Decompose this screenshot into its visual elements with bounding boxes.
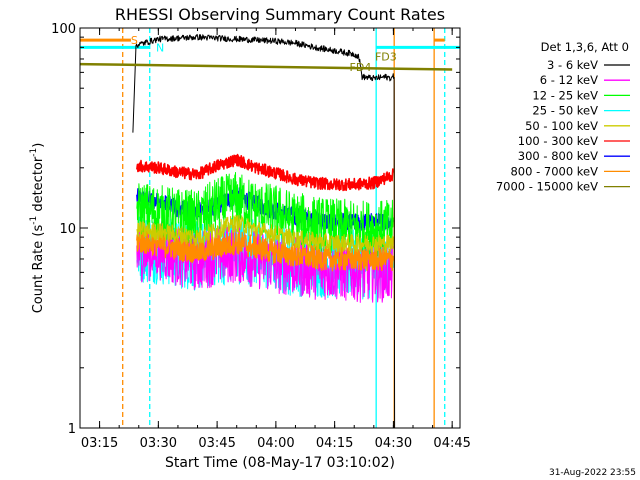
y-tick-label-1: 10 bbox=[59, 222, 76, 237]
annotation-0: S bbox=[131, 34, 138, 47]
series-line-2 bbox=[136, 172, 394, 257]
series-line-0 bbox=[132, 33, 396, 429]
annotation-1: N bbox=[156, 41, 164, 54]
x-axis-label: Start Time (08-May-17 03:10:02) bbox=[165, 455, 395, 471]
y-tick-label-2: 100 bbox=[51, 22, 76, 37]
legend-label-8: 7000 - 15000 keV bbox=[496, 180, 598, 194]
series-line-5 bbox=[136, 153, 394, 192]
x-tick-label-0: 03:15 bbox=[81, 436, 118, 451]
legend-label-5: 100 - 300 keV bbox=[518, 134, 598, 148]
y-axis-label-sup2: -1 bbox=[29, 148, 39, 157]
annotation-3: FD4 bbox=[350, 61, 372, 74]
x-tick-label-3: 04:00 bbox=[257, 436, 294, 451]
annotation-2: FD3 bbox=[375, 51, 397, 64]
legend-label-2: 12 - 25 keV bbox=[532, 88, 598, 102]
x-tick-label-6: 04:45 bbox=[433, 436, 470, 451]
x-tick-label-5: 04:30 bbox=[375, 436, 412, 451]
y-axis-label-sup1: -1 bbox=[29, 216, 39, 225]
series-layer bbox=[79, 33, 453, 429]
y-axis-label-mid: detector bbox=[31, 156, 46, 216]
y-axis-label-end: ) bbox=[31, 143, 46, 148]
legend-label-7: 800 - 7000 keV bbox=[510, 164, 598, 178]
axis-ticks: 03:15 03:30 03:45 04:00 04:15 04:30 04:45 1 10 10… bbox=[51, 22, 471, 451]
x-tick-label-1: 03:30 bbox=[140, 436, 177, 451]
x-tick-label-2: 03:45 bbox=[198, 436, 235, 451]
y-tick-label-0: 1 bbox=[68, 422, 76, 437]
legend-header: Det 1,3,6, Att 0 bbox=[541, 40, 629, 54]
legend-label-6: 300 - 800 keV bbox=[518, 149, 598, 163]
legend-label-3: 25 - 50 keV bbox=[532, 104, 598, 118]
legend-label-1: 6 - 12 keV bbox=[540, 73, 598, 87]
series-line-4 bbox=[136, 214, 394, 253]
y-axis-label: Count Rate (s-1 detector-1) bbox=[29, 143, 46, 314]
legend-label-0: 3 - 6 keV bbox=[547, 58, 598, 72]
y-axis-label-main: Count Rate (s bbox=[31, 225, 46, 314]
series-line-8 bbox=[79, 62, 453, 71]
legend-label-4: 50 - 100 keV bbox=[525, 119, 598, 133]
footer-date: 31-Aug-2022 23:55 bbox=[549, 468, 636, 478]
chart-title: RHESSI Observing Summary Count Rates bbox=[115, 5, 445, 24]
series-line-7 bbox=[136, 230, 394, 272]
x-tick-label-4: 04:15 bbox=[316, 436, 353, 451]
